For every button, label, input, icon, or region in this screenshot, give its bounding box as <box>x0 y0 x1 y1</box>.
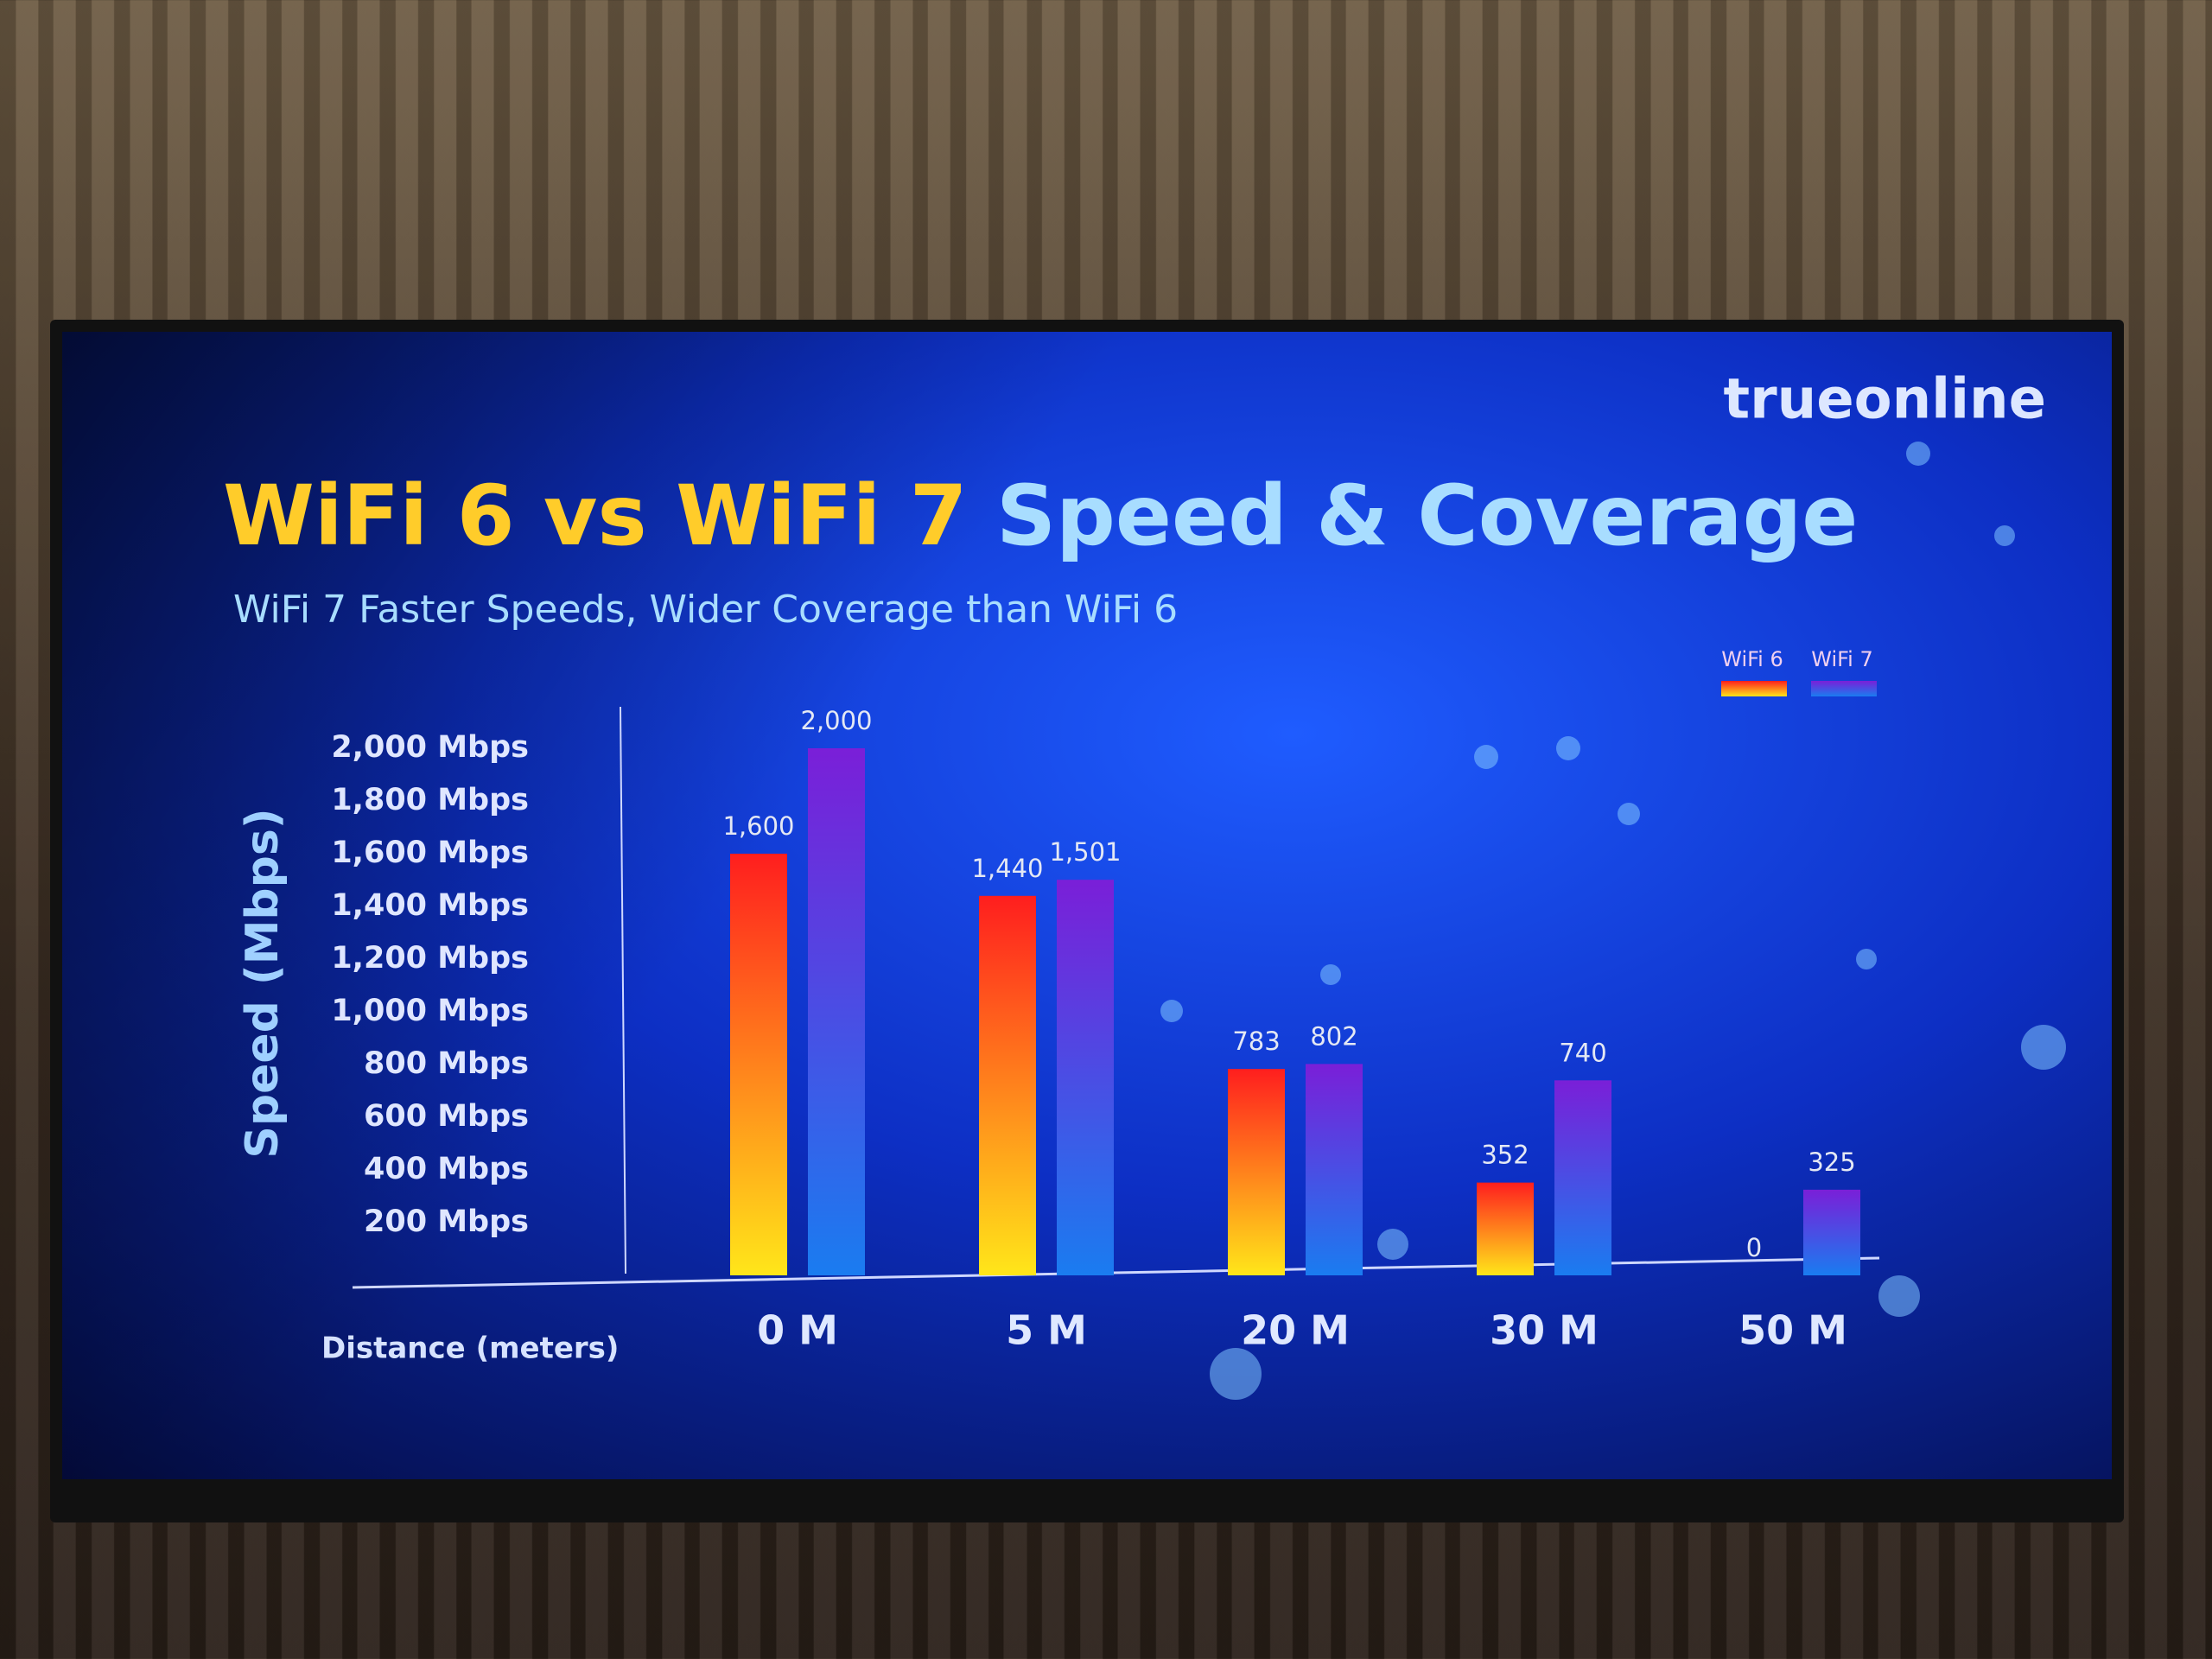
bar <box>1228 1069 1285 1275</box>
legend-swatch <box>1721 681 1787 696</box>
x-tick-label: 0 M <box>757 1307 838 1354</box>
bar <box>1554 1080 1611 1275</box>
y-tick-label: 200 Mbps <box>364 1205 529 1239</box>
bar <box>1306 1064 1363 1275</box>
legend-label: WiFi 7 <box>1811 647 1873 671</box>
bar <box>1477 1182 1534 1275</box>
x-tick-label: 30 M <box>1490 1307 1599 1354</box>
value-label: 1,501 <box>1049 837 1121 867</box>
value-label: 1,440 <box>971 854 1043 883</box>
y-tick-label: 1,000 Mbps <box>331 994 529 1028</box>
y-axis-line <box>620 706 626 1274</box>
y-tick-label: 2,000 Mbps <box>331 730 529 765</box>
bar <box>730 854 787 1275</box>
x-tick-label: 50 M <box>1738 1307 1847 1354</box>
y-tick-label: 1,600 Mbps <box>331 836 529 870</box>
y-axis-label: Speed (Mbps) <box>237 808 289 1158</box>
value-label: 740 <box>1559 1038 1606 1067</box>
title-rest: Speed & Coverage <box>996 467 1858 564</box>
x-tick-label: 20 M <box>1241 1307 1350 1354</box>
bar <box>1057 880 1114 1275</box>
y-tick-label: 1,200 Mbps <box>331 941 529 976</box>
bar <box>808 748 865 1275</box>
x-tick-label: 5 M <box>1006 1307 1087 1354</box>
bar <box>1803 1189 1860 1275</box>
y-tick-label: 1,400 Mbps <box>331 888 529 923</box>
chart-subtitle: WiFi 7 Faster Speeds, Wider Coverage tha… <box>233 588 1178 632</box>
y-tick-label: 400 Mbps <box>364 1152 529 1186</box>
light-dots <box>1160 442 2066 1400</box>
value-label: 0 <box>1746 1233 1762 1262</box>
value-label: 1,600 <box>722 811 794 841</box>
title-lead: WiFi 6 vs WiFi 7 <box>223 467 968 564</box>
value-label: 325 <box>1808 1147 1855 1177</box>
y-tick-label: 600 Mbps <box>364 1099 529 1134</box>
legend-swatch <box>1811 681 1877 696</box>
value-label: 783 <box>1232 1027 1280 1056</box>
chart-title: WiFi 6 vs WiFi 7 Speed & Coverage <box>223 467 1858 564</box>
y-tick-label: 1,800 Mbps <box>331 783 529 817</box>
x-axis-label: Distance (meters) <box>321 1332 619 1366</box>
value-label: 352 <box>1481 1141 1529 1170</box>
brand-logo: trueonline <box>1724 368 2047 432</box>
value-label: 2,000 <box>800 706 872 735</box>
bar <box>979 895 1036 1275</box>
x-axis-line <box>352 1256 1880 1289</box>
value-label: 802 <box>1310 1021 1357 1051</box>
legend-label: WiFi 6 <box>1721 647 1783 671</box>
y-tick-label: 800 Mbps <box>364 1046 529 1081</box>
